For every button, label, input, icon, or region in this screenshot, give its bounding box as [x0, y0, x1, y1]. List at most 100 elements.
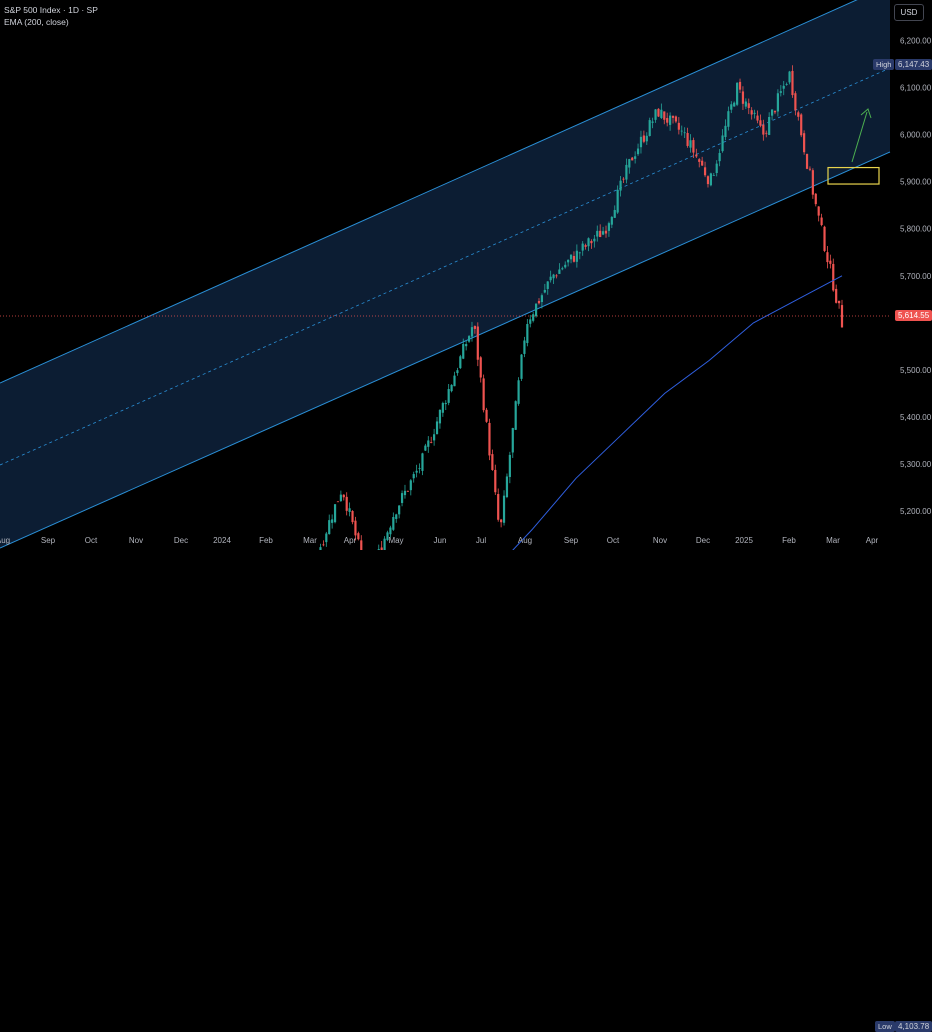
candle[interactable]	[671, 115, 675, 124]
candle[interactable]	[622, 177, 625, 184]
candle[interactable]	[642, 130, 645, 144]
candle[interactable]	[476, 322, 479, 367]
candle[interactable]	[695, 148, 698, 159]
candle[interactable]	[663, 111, 666, 125]
candle[interactable]	[645, 132, 648, 145]
candle[interactable]	[817, 206, 820, 222]
candle[interactable]	[549, 270, 552, 283]
candle[interactable]	[613, 205, 616, 219]
candle[interactable]	[639, 130, 643, 154]
candle[interactable]	[706, 175, 710, 188]
candle[interactable]	[569, 254, 573, 264]
candle[interactable]	[756, 110, 759, 124]
candle[interactable]	[832, 258, 835, 292]
candle[interactable]	[692, 137, 695, 159]
candle[interactable]	[750, 107, 753, 120]
candle[interactable]	[593, 234, 596, 248]
candle[interactable]	[529, 314, 532, 328]
candle[interactable]	[322, 540, 325, 547]
candle[interactable]	[721, 129, 724, 153]
candle[interactable]	[543, 283, 546, 294]
candle[interactable]	[782, 80, 785, 96]
candle[interactable]	[660, 103, 663, 119]
candle[interactable]	[835, 284, 838, 304]
candle[interactable]	[601, 226, 605, 236]
candle[interactable]	[319, 543, 322, 550]
candle[interactable]	[491, 449, 494, 471]
candle[interactable]	[546, 281, 549, 295]
candle[interactable]	[779, 85, 782, 97]
candle[interactable]	[482, 374, 485, 413]
candle[interactable]	[715, 160, 718, 177]
candle[interactable]	[698, 158, 701, 168]
candle[interactable]	[567, 259, 570, 267]
candle[interactable]	[345, 492, 348, 516]
candle[interactable]	[502, 490, 506, 526]
candle[interactable]	[837, 300, 841, 309]
up-arrow-annotation[interactable]	[851, 108, 872, 163]
candle[interactable]	[686, 127, 689, 148]
candle[interactable]	[797, 110, 800, 121]
candle[interactable]	[581, 241, 584, 256]
candle[interactable]	[794, 91, 797, 116]
candle[interactable]	[753, 109, 756, 119]
candle[interactable]	[785, 82, 788, 86]
candle[interactable]	[604, 225, 608, 238]
candle[interactable]	[488, 418, 491, 461]
candle[interactable]	[820, 213, 823, 227]
candle[interactable]	[520, 353, 523, 381]
candle[interactable]	[776, 89, 780, 117]
candle[interactable]	[575, 244, 578, 268]
candle[interactable]	[447, 383, 450, 406]
candle[interactable]	[765, 130, 768, 138]
candle[interactable]	[654, 108, 657, 123]
candle[interactable]	[421, 452, 424, 476]
candle[interactable]	[648, 117, 651, 137]
candle[interactable]	[805, 153, 809, 170]
channel-upper-line[interactable]	[0, 0, 890, 384]
candle[interactable]	[709, 172, 712, 187]
currency-button[interactable]: USD	[894, 4, 924, 21]
symbol-title[interactable]: S&P 500 Index · 1D · SP	[4, 5, 98, 15]
candle[interactable]	[590, 239, 593, 249]
candle[interactable]	[596, 225, 599, 242]
candle[interactable]	[736, 82, 739, 107]
candle[interactable]	[619, 175, 622, 197]
candle[interactable]	[657, 108, 660, 117]
candle[interactable]	[386, 530, 389, 542]
candle[interactable]	[701, 156, 704, 166]
candle[interactable]	[599, 224, 602, 238]
candle[interactable]	[354, 516, 357, 541]
candle[interactable]	[610, 215, 613, 229]
candle[interactable]	[677, 117, 680, 135]
candle[interactable]	[433, 428, 436, 446]
candle[interactable]	[406, 490, 409, 492]
candle[interactable]	[738, 78, 742, 94]
price-chart[interactable]: 6,200.00 6,100.00 6,000.00 5,900.00 5,800.00…	[0, 0, 932, 550]
candle[interactable]	[718, 149, 721, 167]
candle[interactable]	[357, 531, 360, 541]
candle[interactable]	[534, 303, 538, 318]
candle[interactable]	[328, 514, 331, 535]
candle[interactable]	[814, 193, 817, 207]
candle[interactable]	[587, 237, 590, 252]
candle[interactable]	[450, 384, 453, 393]
candle[interactable]	[409, 479, 412, 496]
candle[interactable]	[634, 151, 637, 164]
candle[interactable]	[505, 473, 509, 499]
candle[interactable]	[607, 221, 611, 237]
candle[interactable]	[526, 318, 529, 347]
candle[interactable]	[744, 98, 747, 110]
candle[interactable]	[465, 340, 468, 351]
candle[interactable]	[666, 112, 669, 127]
candle[interactable]	[485, 407, 488, 423]
candle[interactable]	[680, 125, 683, 136]
candle[interactable]	[400, 490, 404, 507]
candle[interactable]	[427, 436, 430, 453]
candle[interactable]	[479, 356, 482, 383]
candle[interactable]	[342, 494, 345, 501]
target-zone-rectangle[interactable]	[827, 166, 880, 185]
candle[interactable]	[578, 251, 581, 260]
candle[interactable]	[325, 531, 328, 547]
candle[interactable]	[333, 504, 337, 524]
